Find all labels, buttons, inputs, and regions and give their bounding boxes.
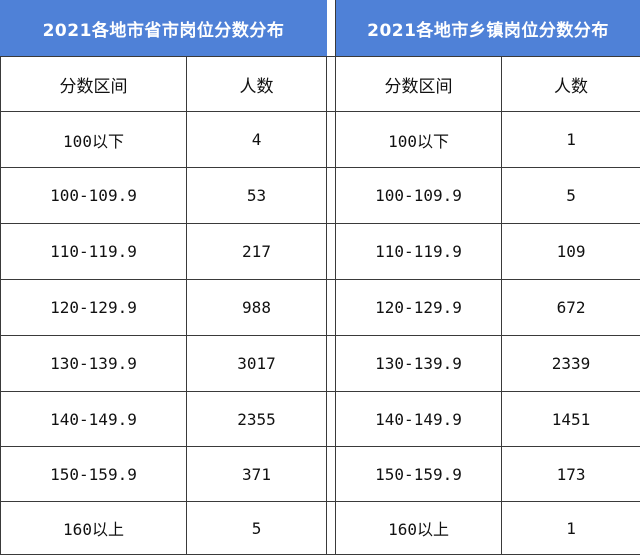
- header-row: 分数区间 人数 分数区间 人数: [0, 56, 640, 112]
- right-header-range: 分数区间: [335, 56, 503, 112]
- right-range-cell: 130-139.9: [335, 335, 503, 392]
- table-row: 150-159.9 371 150-159.9 173: [0, 446, 640, 502]
- left-title-text: 2021各地市省市岗位分数分布: [42, 21, 285, 41]
- right-range-cell: 100-109.9: [335, 167, 503, 224]
- left-count-cell: 988: [185, 279, 328, 336]
- right-range-cell: 160以上: [335, 501, 503, 555]
- left-range-cell: 150-159.9: [0, 446, 187, 502]
- left-range-cell: 160以上: [0, 501, 187, 555]
- right-count-cell: 5: [501, 167, 640, 224]
- left-range-cell: 100以下: [0, 111, 187, 168]
- column-gap: [326, 501, 337, 555]
- column-gap: [326, 0, 337, 57]
- left-count-cell: 2355: [185, 391, 328, 447]
- table-row: 140-149.9 2355 140-149.9 1451: [0, 391, 640, 447]
- right-range-cell: 110-119.9: [335, 223, 503, 280]
- title-row: 2021各地市省市岗位分数分布 2021各地市乡镇岗位分数分布: [0, 0, 640, 57]
- right-count-cell: 173: [501, 446, 640, 502]
- table-row: 120-129.9 988 120-129.9 672: [0, 279, 640, 336]
- right-range-cell: 140-149.9: [335, 391, 503, 447]
- right-count-cell: 672: [501, 279, 640, 336]
- column-gap: [326, 335, 337, 392]
- right-count-cell: 2339: [501, 335, 640, 392]
- left-range-cell: 100-109.9: [0, 167, 187, 224]
- column-gap: [326, 167, 337, 224]
- right-count-cell: 1: [501, 111, 640, 168]
- column-gap: [326, 279, 337, 336]
- table-row: 130-139.9 3017 130-139.9 2339: [0, 335, 640, 392]
- table-row: 160以上 5 160以上 1: [0, 501, 640, 555]
- right-count-cell: 1451: [501, 391, 640, 447]
- right-header-count: 人数: [501, 56, 640, 112]
- right-range-cell: 120-129.9: [335, 279, 503, 336]
- left-count-cell: 3017: [185, 335, 328, 392]
- left-count-cell: 5: [185, 501, 328, 555]
- left-count-cell: 217: [185, 223, 328, 280]
- column-gap: [326, 391, 337, 447]
- left-header-count: 人数: [185, 56, 328, 112]
- left-count-cell: 371: [185, 446, 328, 502]
- table-row: 100-109.9 53 100-109.9 5: [0, 167, 640, 224]
- left-count-cell: 53: [185, 167, 328, 224]
- table-row: 100以下 4 100以下 1: [0, 111, 640, 168]
- table-row: 110-119.9 217 110-119.9 109: [0, 223, 640, 280]
- right-table-title: 2021各地市乡镇岗位分数分布: [335, 0, 640, 57]
- left-range-cell: 120-129.9: [0, 279, 187, 336]
- right-range-cell: 100以下: [335, 111, 503, 168]
- left-header-range: 分数区间: [0, 56, 187, 112]
- left-table-title: 2021各地市省市岗位分数分布: [0, 0, 328, 57]
- right-range-cell: 150-159.9: [335, 446, 503, 502]
- right-count-cell: 1: [501, 501, 640, 555]
- column-gap: [326, 446, 337, 502]
- left-range-cell: 130-139.9: [0, 335, 187, 392]
- left-range-cell: 110-119.9: [0, 223, 187, 280]
- right-count-cell: 109: [501, 223, 640, 280]
- right-title-text: 2021各地市乡镇岗位分数分布: [367, 21, 609, 41]
- left-count-cell: 4: [185, 111, 328, 168]
- column-gap: [326, 111, 337, 168]
- left-range-cell: 140-149.9: [0, 391, 187, 447]
- column-gap: [326, 56, 337, 112]
- column-gap: [326, 223, 337, 280]
